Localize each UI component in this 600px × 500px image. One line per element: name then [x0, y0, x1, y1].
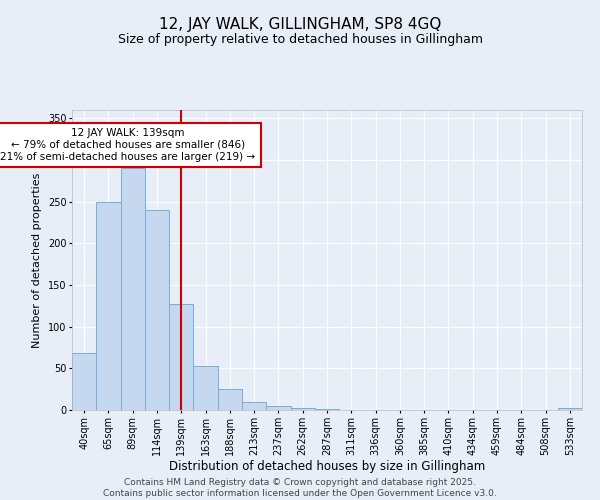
Bar	[72, 354, 96, 410]
Text: 12 JAY WALK: 139sqm
← 79% of detached houses are smaller (846)
21% of semi-detac: 12 JAY WALK: 139sqm ← 79% of detached ho…	[0, 128, 256, 162]
X-axis label: Distribution of detached houses by size in Gillingham: Distribution of detached houses by size …	[169, 460, 485, 473]
Text: Contains HM Land Registry data © Crown copyright and database right 2025.
Contai: Contains HM Land Registry data © Crown c…	[103, 478, 497, 498]
Bar	[266, 406, 290, 410]
Bar	[145, 210, 169, 410]
Bar	[558, 408, 582, 410]
Bar	[315, 409, 339, 410]
Text: Size of property relative to detached houses in Gillingham: Size of property relative to detached ho…	[118, 32, 482, 46]
Bar	[193, 366, 218, 410]
Bar	[242, 402, 266, 410]
Bar	[121, 168, 145, 410]
Bar	[218, 389, 242, 410]
Bar	[290, 408, 315, 410]
Text: 12, JAY WALK, GILLINGHAM, SP8 4GQ: 12, JAY WALK, GILLINGHAM, SP8 4GQ	[159, 18, 441, 32]
Bar	[96, 202, 121, 410]
Bar	[169, 304, 193, 410]
Y-axis label: Number of detached properties: Number of detached properties	[32, 172, 42, 348]
